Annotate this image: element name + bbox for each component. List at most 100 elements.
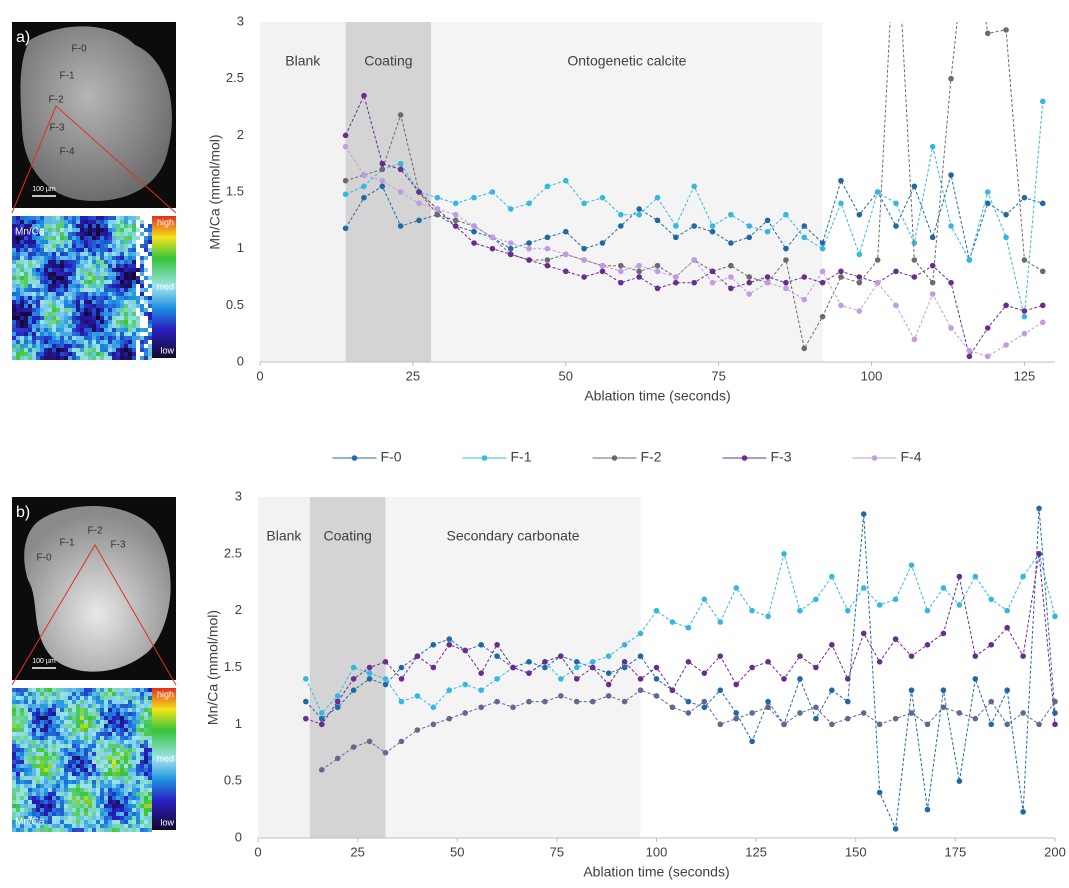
heatmap-cell — [80, 824, 84, 828]
data-point — [717, 687, 724, 694]
data-point — [801, 345, 808, 352]
heatmap-cell — [116, 688, 120, 692]
heatmap-cell — [108, 236, 112, 240]
heatmap-cell — [64, 296, 68, 300]
data-point — [618, 223, 624, 229]
heatmap-cell — [32, 300, 36, 304]
heatmap-cell — [36, 796, 40, 800]
heatmap-cell — [88, 232, 92, 236]
data-point — [1039, 200, 1046, 207]
heatmap-cell — [136, 792, 140, 796]
heatmap-cell — [72, 272, 76, 276]
heatmap-cell — [132, 356, 136, 360]
heatmap-cell — [104, 300, 108, 304]
heatmap-cell — [140, 272, 144, 276]
heatmap-cell — [24, 224, 28, 228]
heatmap-cell — [100, 712, 104, 716]
heatmap-cell — [92, 328, 96, 332]
heatmap-cell — [68, 256, 72, 260]
heatmap-cell — [68, 244, 72, 248]
data-point — [489, 189, 496, 195]
heatmap-cell — [56, 744, 60, 748]
heatmap-cell — [24, 284, 28, 288]
heatmap-cell — [64, 232, 68, 236]
heatmap-cell — [128, 740, 132, 744]
heatmap-cell — [84, 724, 88, 728]
heatmap-cell — [68, 304, 72, 308]
heatmap-cell — [44, 772, 48, 776]
heatmap-cell — [36, 236, 40, 240]
data-point — [1004, 607, 1010, 614]
data-point — [801, 274, 808, 280]
heatmap-cell — [72, 264, 76, 268]
heatmap-cell — [76, 752, 80, 756]
data-point — [1020, 710, 1026, 716]
heatmap-cell — [76, 304, 80, 308]
heatmap-cell — [68, 352, 72, 356]
heatmap-cell — [16, 768, 20, 772]
heatmap-cell — [80, 768, 84, 772]
data-point — [1021, 194, 1028, 201]
legend-label: F-1 — [511, 449, 532, 465]
heatmap-cell — [96, 276, 100, 280]
heatmap-cell — [120, 820, 124, 824]
heatmap-cell — [112, 804, 116, 808]
heatmap-cell — [72, 344, 76, 348]
chamber-label: F-2 — [88, 526, 103, 537]
heatmap-cell — [88, 800, 92, 804]
data-point — [636, 262, 642, 269]
heatmap-cell — [148, 808, 152, 812]
heatmap-cell — [124, 756, 128, 760]
heatmap-cell — [104, 284, 108, 288]
heatmap-cell — [48, 760, 52, 764]
heatmap-cell — [132, 236, 136, 240]
heatmap-cell — [32, 296, 36, 300]
heatmap-cell — [136, 756, 140, 760]
heatmap-cell — [56, 692, 60, 696]
heatmap-cell — [28, 248, 32, 252]
heatmap-cell — [64, 284, 68, 288]
heatmap-cell — [124, 824, 128, 828]
heatmap-cell — [96, 232, 100, 236]
region-label: Blank — [285, 53, 321, 69]
heatmap-cell — [84, 236, 88, 240]
heatmap-cell — [60, 748, 64, 752]
data-point — [893, 268, 899, 275]
heatmap-cell — [20, 744, 24, 748]
heatmap-cell — [40, 736, 44, 740]
data-point — [574, 676, 580, 682]
heatmap-cell — [104, 764, 108, 768]
data-point — [382, 749, 389, 756]
heatmap-cell — [124, 740, 128, 744]
heatmap-cell — [100, 232, 104, 236]
scale-bar-label: 100 µm — [32, 186, 56, 193]
heatmap-cell — [20, 244, 24, 248]
heatmap-cell — [76, 812, 80, 816]
heatmap-cell — [112, 252, 116, 256]
heatmap-cell — [52, 308, 56, 312]
heatmap-cell — [64, 748, 68, 752]
heatmap-cell — [60, 732, 64, 736]
heatmap-cell — [48, 352, 52, 356]
heatmap-cell — [28, 792, 32, 796]
heatmap-cell — [72, 716, 76, 720]
heatmap-cell — [96, 272, 100, 276]
heatmap-cell — [148, 728, 152, 732]
heatmap-cell — [36, 336, 40, 340]
data-point — [984, 353, 991, 360]
series-line — [345, 146, 1044, 357]
heatmap-cell — [132, 804, 136, 808]
heatmap-cell — [56, 740, 60, 744]
heatmap-cell — [124, 228, 128, 232]
series-line — [305, 553, 1056, 725]
heatmap-cell — [52, 768, 56, 772]
heatmap-cell — [36, 292, 40, 296]
heatmap-cell — [128, 732, 132, 736]
heatmap-cell — [80, 792, 84, 796]
heatmap-cell — [100, 736, 104, 740]
data-point — [728, 262, 734, 269]
heatmap-cell — [44, 276, 48, 280]
heatmap-cell — [148, 772, 152, 776]
heatmap-cell — [124, 788, 128, 792]
heatmap-cell — [36, 220, 40, 224]
